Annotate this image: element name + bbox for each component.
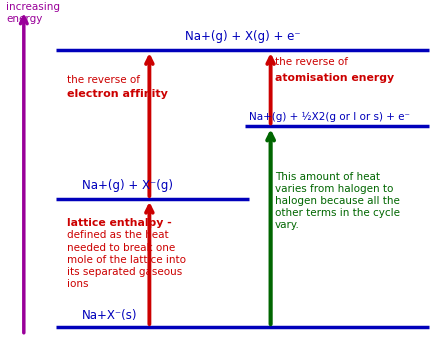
Text: the reverse of: the reverse of [67,75,140,85]
Text: its separated gaseous: its separated gaseous [67,267,182,277]
Text: halogen because all the: halogen because all the [275,196,400,206]
Text: ions: ions [67,279,89,289]
Text: defined as the heat: defined as the heat [67,230,169,240]
Text: This amount of heat: This amount of heat [275,172,380,182]
Text: the reverse of: the reverse of [275,57,348,67]
Text: needed to break one: needed to break one [67,243,175,253]
Text: Na+X⁻(s): Na+X⁻(s) [82,309,138,322]
Text: energy: energy [6,14,43,24]
Text: increasing: increasing [6,2,61,12]
Text: Na+(g) + ½X2(g or l or s) + e⁻: Na+(g) + ½X2(g or l or s) + e⁻ [249,112,410,122]
Text: atomisation energy: atomisation energy [275,73,394,83]
Text: Na+(g) + X(g) + e⁻: Na+(g) + X(g) + e⁻ [184,30,301,43]
Text: other terms in the cycle: other terms in the cycle [275,208,400,218]
Text: vary.: vary. [275,220,300,230]
Text: Na+(g) + X⁻(g): Na+(g) + X⁻(g) [82,179,173,192]
Text: electron affinity: electron affinity [67,89,168,99]
Text: varies from halogen to: varies from halogen to [275,184,393,194]
Text: mole of the lattice into: mole of the lattice into [67,255,186,265]
Text: lattice enthalpy -: lattice enthalpy - [67,218,172,228]
